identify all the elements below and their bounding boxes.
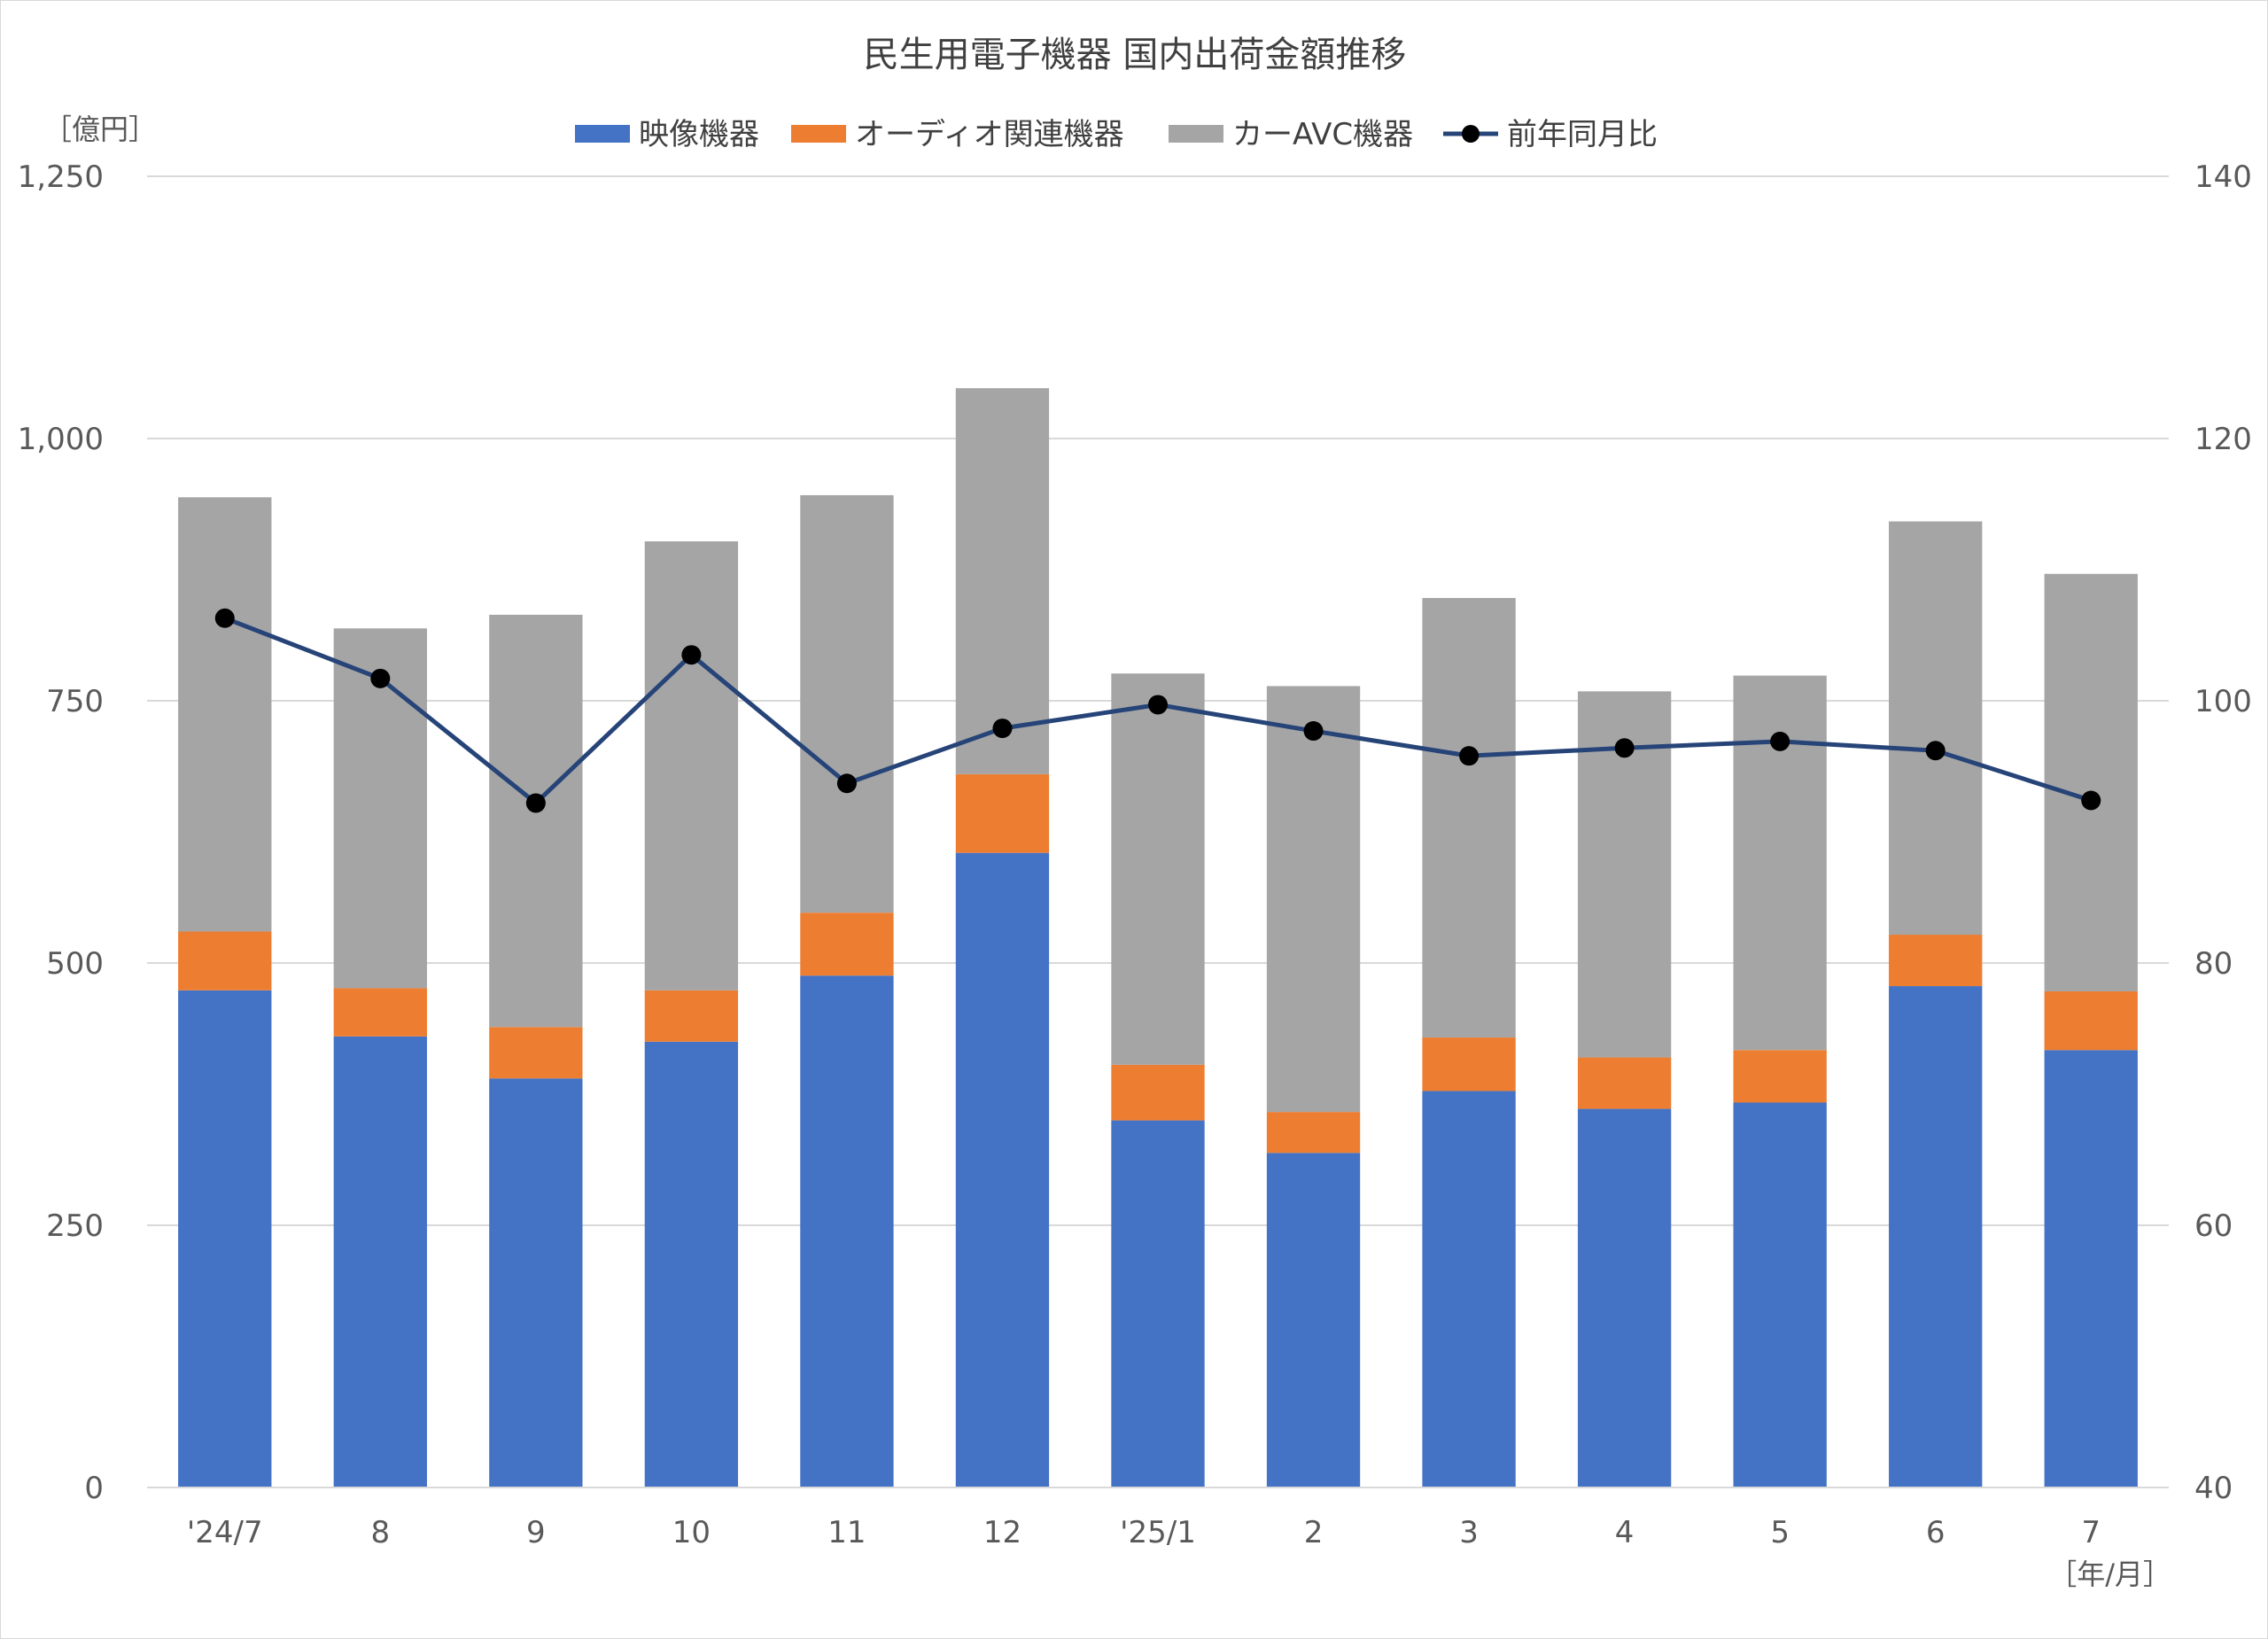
yoy-marker [992,719,1013,739]
yoy-marker [525,793,546,813]
legend-swatch-3 [1169,125,1223,143]
bar-segment-1 [955,852,1050,1488]
bar-segment-1 [1733,1102,1827,1488]
bar-segment-2 [1577,1057,1672,1109]
bar-segment-2 [1266,1112,1361,1154]
bar-segment-2 [800,913,894,976]
bar-segment-1 [1577,1108,1672,1488]
x-tick-label: 9 [526,1515,546,1550]
bar-segment-3 [644,541,739,990]
right-tick-label: 60 [2194,1208,2233,1244]
legend-label-1: 映像機器 [639,117,759,152]
x-tick-label: '24/7 [187,1515,263,1550]
bar-segment-2 [489,1027,583,1079]
left-tick-label: 0 [84,1471,104,1506]
bar-segment-1 [644,1041,739,1488]
x-tick-label: 11 [827,1515,866,1550]
legend-marker [1462,125,1480,143]
bar-segment-2 [955,773,1050,853]
yoy-marker [370,668,391,688]
legend-swatch-2 [791,125,846,143]
left-tick-label: 750 [46,684,104,719]
bar-segment-1 [800,975,894,1488]
bar-segment-2 [1111,1064,1205,1121]
axes: 0 250 500 750 1,000 1,250 40 60 80 100 120 140 '24/7… [18,159,2252,1550]
right-tick-label: 140 [2194,159,2252,195]
legend-label-2: オーディオ関連機器 [855,117,1124,152]
right-tick-label: 120 [2194,422,2252,457]
bar-segment-2 [1422,1037,1516,1091]
legend: 映像機器 オーディオ関連機器 カーAVC機器 前年同月比 [575,117,1658,152]
chart-title: 民生用電子機器 国内出荷金額推移 [864,35,1407,75]
bar-segment-2 [178,931,272,990]
yoy-line-layer [214,608,2101,813]
legend-label-3: カーAVC機器 [1232,117,1413,152]
yoy-marker [836,773,857,794]
yoy-marker [1459,746,1480,766]
x-tick-label: 2 [1304,1515,1324,1550]
bar-segment-1 [1422,1091,1516,1488]
left-tick-label: 1,000 [18,422,104,457]
x-tick-label: 3 [1459,1515,1479,1550]
legend-swatch-1 [575,125,630,143]
bar-segment-3 [489,614,583,1028]
x-tick-label: 4 [1615,1515,1635,1550]
legend-label-4: 前年同月比 [1507,117,1658,152]
yoy-marker [1614,738,1635,758]
bar-segment-2 [2044,990,2138,1051]
yoy-marker [681,645,702,665]
bars [178,388,2138,1488]
bar-segment-3 [955,388,1050,774]
left-axis-unit: ［億円］ [43,113,157,146]
left-tick-label: 1,250 [18,159,104,195]
bar-segment-3 [178,497,272,932]
x-tick-label: 10 [672,1515,711,1550]
bar-segment-1 [1111,1120,1205,1488]
bar-segment-3 [800,494,894,913]
right-tick-label: 100 [2194,684,2252,719]
right-tick-label: 80 [2194,946,2233,982]
left-tick-label: 250 [46,1208,104,1244]
yoy-marker [214,608,235,628]
bar-segment-3 [1422,597,1516,1038]
bar-segment-2 [333,988,427,1037]
bar-segment-2 [1889,935,1983,987]
left-tick-label: 500 [46,946,104,982]
yoy-marker [1303,721,1324,742]
x-tick-label: 8 [370,1515,390,1550]
x-tick-label: '25/1 [1120,1515,1196,1550]
x-tick-label: 6 [1926,1515,1946,1550]
bar-segment-1 [178,990,272,1488]
yoy-marker [2081,790,2101,811]
bar-segment-1 [1266,1153,1361,1488]
yoy-marker [1770,731,1790,751]
yoy-marker [1925,741,1946,761]
bar-segment-2 [644,990,739,1042]
bar-segment-1 [1889,986,1983,1488]
x-tick-label: 5 [1770,1515,1790,1550]
yoy-marker [1148,695,1168,715]
x-tick-label: 7 [2081,1515,2101,1550]
bar-segment-1 [333,1036,427,1488]
bar-segment-3 [2044,573,2138,991]
bar-segment-3 [333,628,427,989]
x-tick-label: 12 [983,1515,1021,1550]
x-axis-unit: ［年/月］ [2048,1557,2171,1591]
bar-segment-3 [1266,686,1361,1113]
bar-segment-3 [1111,673,1205,1065]
bar-segment-1 [2044,1050,2138,1488]
right-tick-label: 40 [2194,1471,2233,1506]
bar-segment-3 [1889,521,1983,936]
bar-segment-1 [489,1078,583,1488]
bar-segment-2 [1733,1050,1827,1103]
